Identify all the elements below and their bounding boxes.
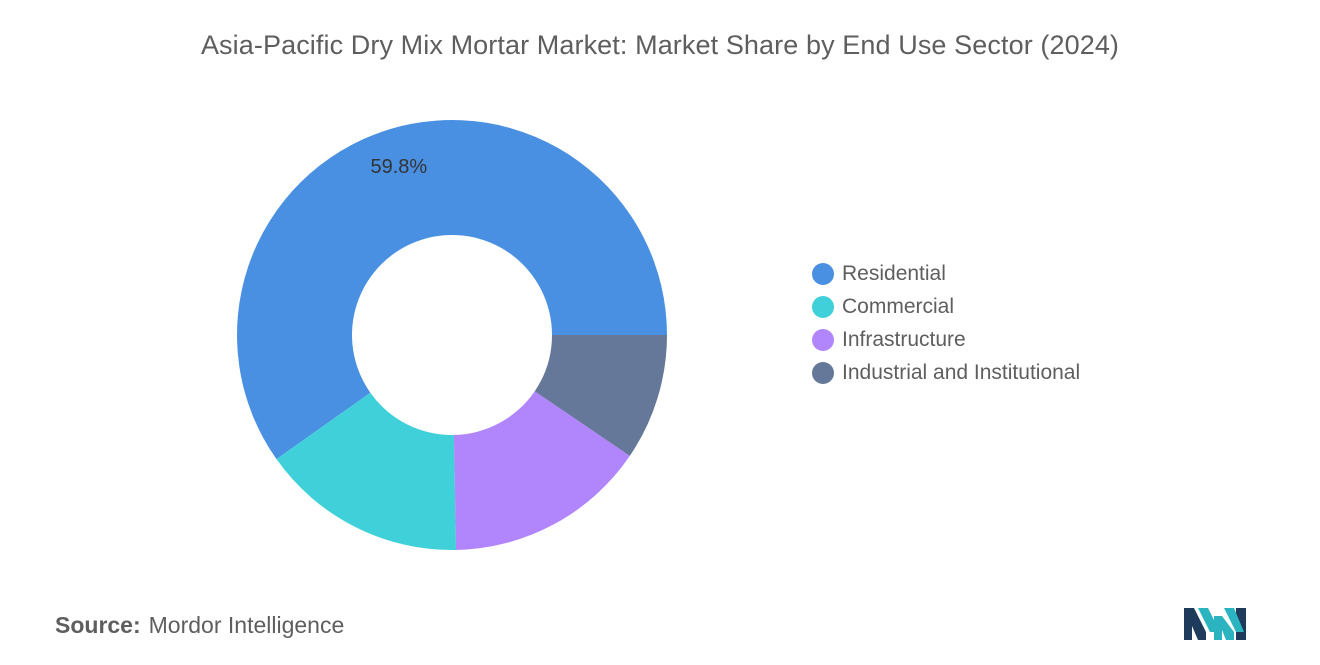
slice-residential <box>237 120 667 460</box>
legend-item-industrial-and-institutional: Industrial and Institutional <box>812 356 1080 389</box>
chart-legend: Residential Commercial Infrastructure Indus… <box>812 257 1080 389</box>
legend-label-residential: Residential <box>842 261 946 285</box>
slice-commercial <box>276 392 457 551</box>
slice-industrial-and-institutional <box>534 335 667 456</box>
donut-slices <box>237 120 667 551</box>
legend-label-commercial: Commercial <box>842 294 955 318</box>
legend-swatch-residential <box>812 262 834 285</box>
data-label-residential: 59.8% <box>370 156 427 178</box>
source-text: Mordor Intelligence <box>148 612 345 638</box>
source-label: Source: <box>55 612 141 638</box>
legend-swatch-industrial-and-institutional <box>812 361 834 384</box>
chart-title: Asia-Pacific Dry Mix Mortar Market: Mark… <box>200 30 1120 60</box>
legend-label-infrastructure: Infrastructure <box>842 327 966 351</box>
mordor-intelligence-logo-icon <box>1184 608 1246 640</box>
legend-label-industrial-and-institutional: Industrial and Institutional <box>842 360 1081 384</box>
legend-swatch-commercial <box>812 295 834 318</box>
legend-item-infrastructure: Infrastructure <box>812 323 1080 356</box>
donut-labels: 59.8% <box>370 156 427 178</box>
slice-infrastructure <box>453 391 630 550</box>
legend-item-commercial: Commercial <box>812 290 1080 323</box>
legend-swatch-infrastructure <box>812 328 834 351</box>
source-note: Source: Mordor Intelligence <box>55 612 344 639</box>
legend-item-residential: Residential <box>812 257 1080 290</box>
